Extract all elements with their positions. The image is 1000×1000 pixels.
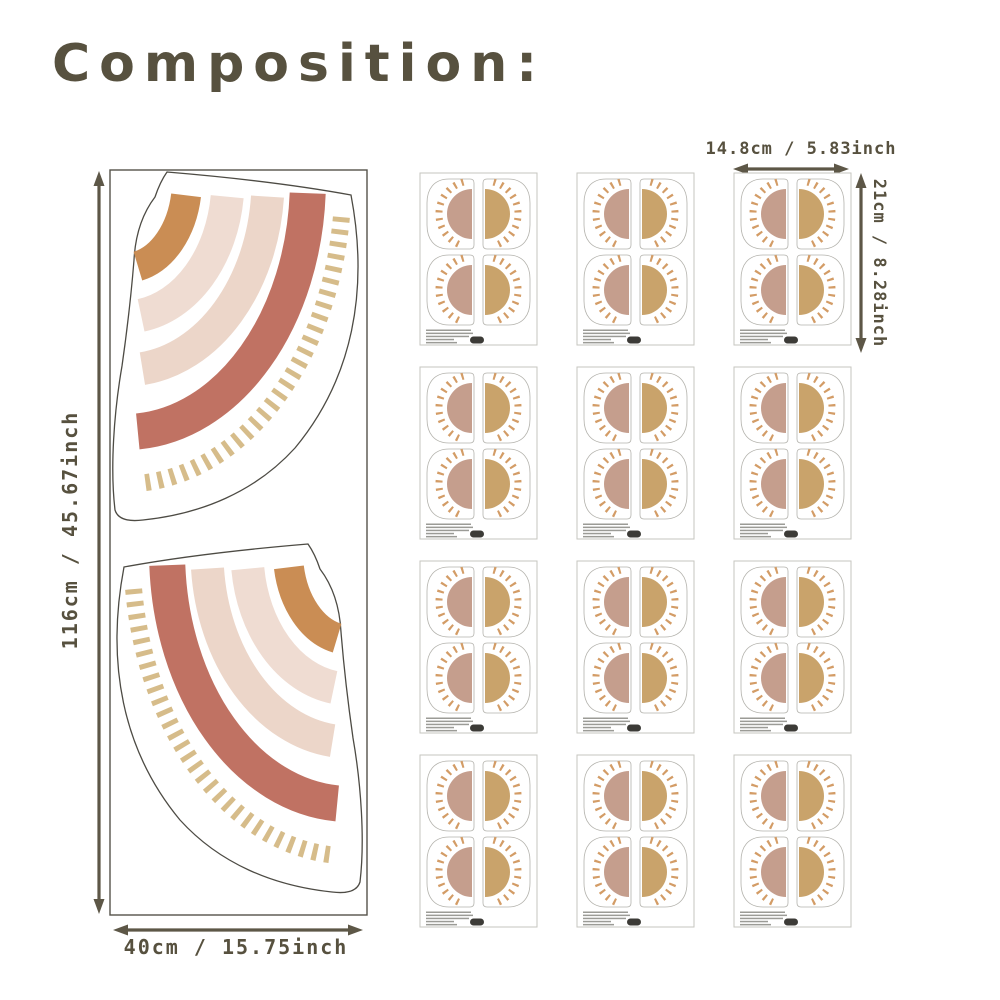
sheet-width-arrow — [733, 163, 849, 175]
sticker-sheet — [734, 173, 851, 345]
sticker-sheet — [734, 367, 851, 539]
page-title: Composition: — [52, 34, 547, 94]
sticker-sheet — [734, 561, 851, 733]
sheet-height-arrow — [855, 173, 867, 353]
rainbow-panel — [110, 170, 367, 916]
panel-width-arrow — [113, 924, 363, 936]
sticker-sheet — [420, 561, 537, 733]
sheet-height-label: 21cm / 8.28inch — [869, 178, 889, 348]
sticker-sheet-grid — [420, 173, 851, 927]
panel-width-label: 40cm / 15.75inch — [123, 935, 349, 959]
sticker-sheet — [577, 561, 694, 733]
sticker-sheet — [577, 755, 694, 927]
panel-height-arrow — [93, 171, 105, 914]
sticker-sheet — [420, 173, 537, 345]
sticker-sheet — [420, 367, 537, 539]
sticker-sheet — [734, 755, 851, 927]
sticker-sheet — [577, 367, 694, 539]
sticker-sheet — [420, 755, 537, 927]
sheet-width-label: 14.8cm / 5.83inch — [705, 139, 897, 159]
panel-height-label: 116cm / 45.67inch — [58, 410, 82, 650]
sticker-sheet — [577, 173, 694, 345]
